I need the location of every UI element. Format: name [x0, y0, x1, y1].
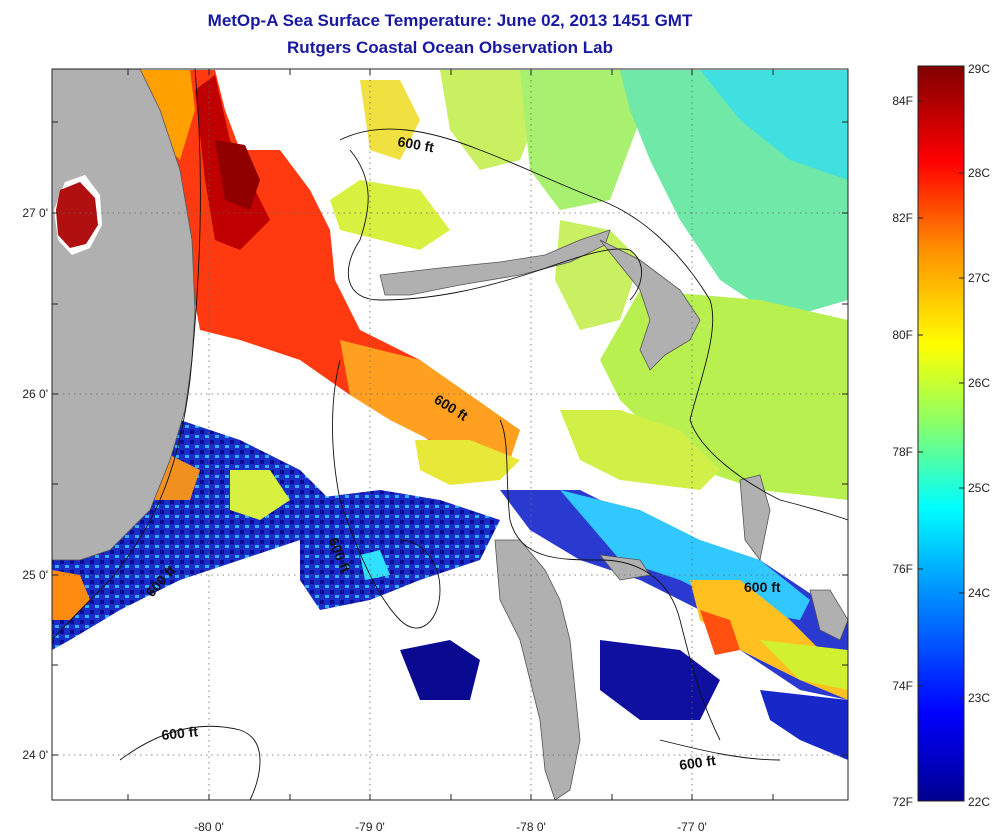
colorbar-c-label: 29C	[968, 62, 990, 76]
lon-label: -80 0'	[194, 820, 224, 834]
sst-field	[52, 70, 848, 760]
isobath-label: 600 ft	[396, 133, 435, 155]
land-masses	[52, 69, 848, 800]
map-frame	[51, 68, 849, 801]
colorbar-f-label: 78F	[892, 445, 913, 459]
lat-label: 27 0'	[22, 206, 48, 220]
lat-label: 26 0'	[22, 387, 48, 401]
colorbar-c-label: 28C	[968, 166, 990, 180]
isobath-label: 600 ft	[744, 579, 781, 595]
isobath-label: 600 ft	[161, 723, 199, 743]
colorbar-f-label: 82F	[892, 211, 913, 225]
isobath-600ft	[52, 69, 848, 800]
map-ticks	[52, 69, 848, 800]
colorbar-f-label: 84F	[892, 94, 913, 108]
colorbar-f-label: 80F	[892, 328, 913, 342]
graticule	[52, 69, 848, 800]
lat-label: 25 0'	[22, 568, 48, 582]
lat-label: 24 0'	[22, 748, 48, 762]
colorbar-f-label: 76F	[892, 562, 913, 576]
colorbar: 84F 82F 80F 78F 76F 74F 72F 29C 28C 27C …	[892, 62, 990, 809]
map-subtitle: Rutgers Coastal Ocean Observation Lab	[287, 38, 613, 57]
colorbar-c-label: 24C	[968, 586, 990, 600]
colorbar-c-label: 25C	[968, 481, 990, 495]
colorbar-c-label: 26C	[968, 376, 990, 390]
isobath-label: 600 ft	[678, 752, 717, 773]
colorbar-c-label: 23C	[968, 691, 990, 705]
lon-label: -79 0'	[355, 820, 385, 834]
colorbar-gradient	[917, 65, 965, 802]
lon-label: -77 0'	[677, 820, 707, 834]
colorbar-f-label: 74F	[892, 679, 913, 693]
colorbar-c-label: 27C	[968, 271, 990, 285]
colorbar-c-label: 22C	[968, 795, 990, 809]
map-title: MetOp-A Sea Surface Temperature: June 02…	[207, 11, 693, 30]
lon-label: -78 0'	[516, 820, 546, 834]
colorbar-f-label: 72F	[892, 795, 913, 809]
map-area: 600 ft 600 ft 600 ft 600 ft 600 ft 600 f…	[52, 69, 848, 800]
